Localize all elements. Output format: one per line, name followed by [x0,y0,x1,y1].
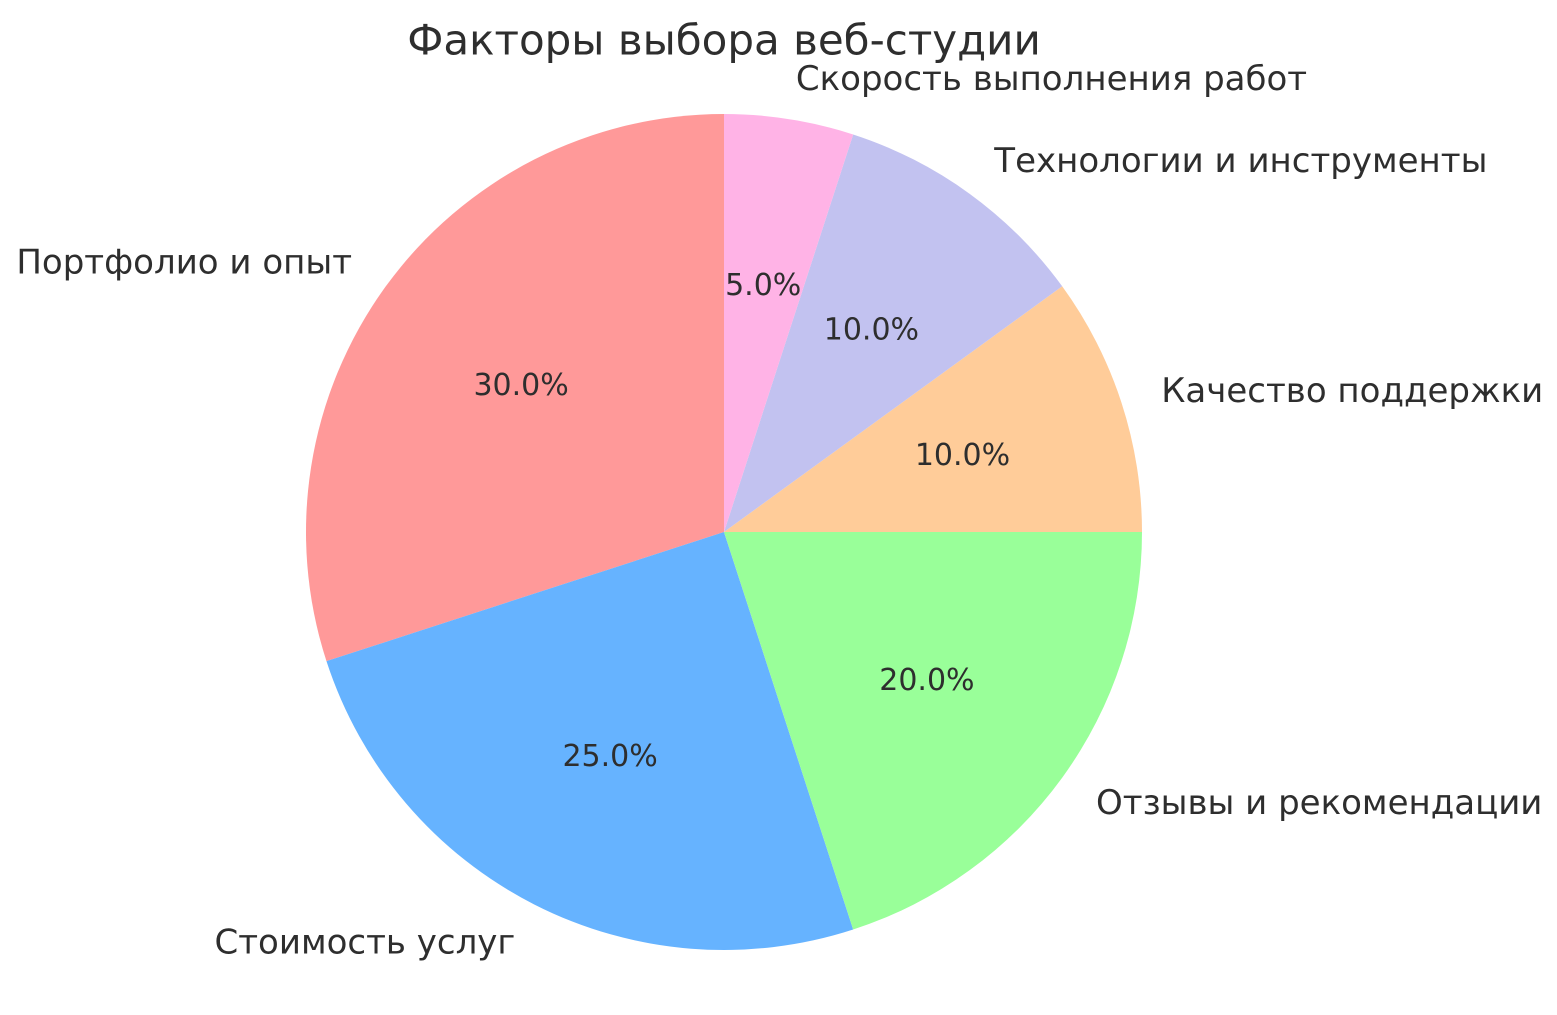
pie-slice-2 [724,532,1142,930]
slice-label-5: Скорость выполнения работ [796,59,1307,99]
pie-slice-5 [724,114,854,532]
slice-label-4: Технологии и инструменты [993,141,1487,181]
pie-slices [306,114,1142,950]
pct-label-4: 10.0% [824,313,919,348]
pie-slice-0 [306,114,724,662]
slice-label-1: Стоимость услуг [215,923,516,963]
pie-labels: 30.0% Портфолио и опыт 25.0% Стоимость услу… [16,59,1543,963]
pie-slice-3 [724,286,1142,532]
pie-slice-1 [326,532,854,950]
slice-label-3: Качество поддержки [1161,371,1543,411]
pct-label-0: 30.0% [473,368,568,403]
slice-label-0: Портфолио и опыт [16,243,352,283]
chart-title: Факторы выбора веб-студии [407,16,1041,65]
slice-label-2: Отзывы и рекомендации [1096,783,1542,823]
pct-label-2: 20.0% [879,663,974,698]
pct-label-3: 10.0% [915,438,1010,473]
pie-slice-4 [724,134,1063,532]
pct-label-5: 5.0% [725,268,801,303]
pct-label-1: 25.0% [562,739,657,774]
